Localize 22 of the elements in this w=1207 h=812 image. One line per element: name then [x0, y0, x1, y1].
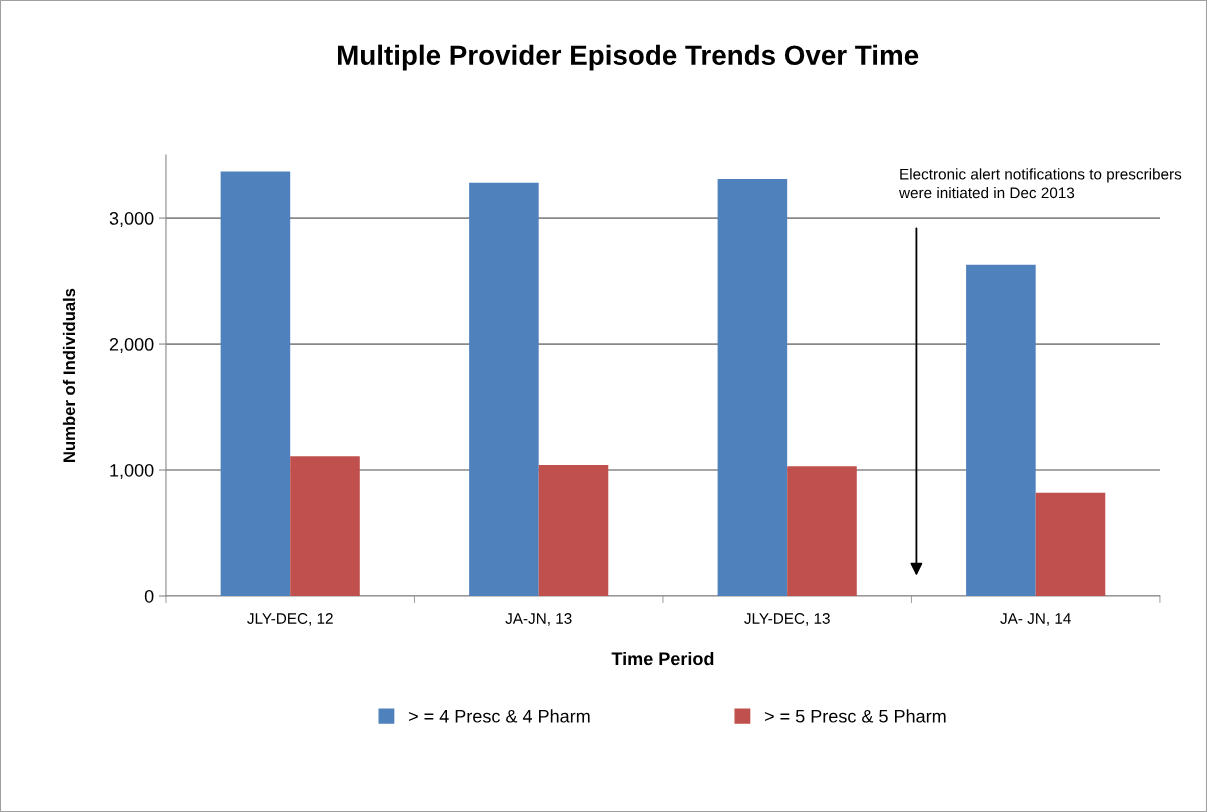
legend-label: > = 5 Presc & 5 Pharm: [764, 709, 946, 723]
x-axis-title: Time Period: [611, 651, 714, 666]
bar: [469, 182, 539, 597]
y-axis-title: Number of Individuals: [62, 288, 76, 462]
x-tick-label: JLY-DEC, 13: [744, 613, 830, 626]
legend-label: > = 4 Presc & 4 Pharm: [408, 709, 590, 723]
y-tick-label: 1,000: [110, 463, 154, 479]
x-tick-label: JLY-DEC, 12: [247, 613, 333, 626]
x-tick-label: JA- JN, 14: [1000, 613, 1071, 626]
bar: [220, 171, 291, 597]
bar: [538, 464, 609, 597]
bar: [966, 264, 1036, 597]
bar: [290, 456, 360, 597]
annotation: Electronic alert notifications to prescribers were initiated in Dec 2013: [898, 168, 1182, 199]
bar: [717, 179, 788, 597]
y-tick-label: 0: [144, 589, 154, 603]
y-tick-label: 3,000: [109, 212, 154, 227]
chart-title: Multiple Provider Episode Trends Over Time: [338, 44, 919, 71]
y-tick-label: 2,000: [109, 337, 154, 353]
bar: [787, 466, 857, 597]
x-tick-label: JA-JN, 13: [505, 613, 572, 626]
bar: [1035, 492, 1106, 597]
